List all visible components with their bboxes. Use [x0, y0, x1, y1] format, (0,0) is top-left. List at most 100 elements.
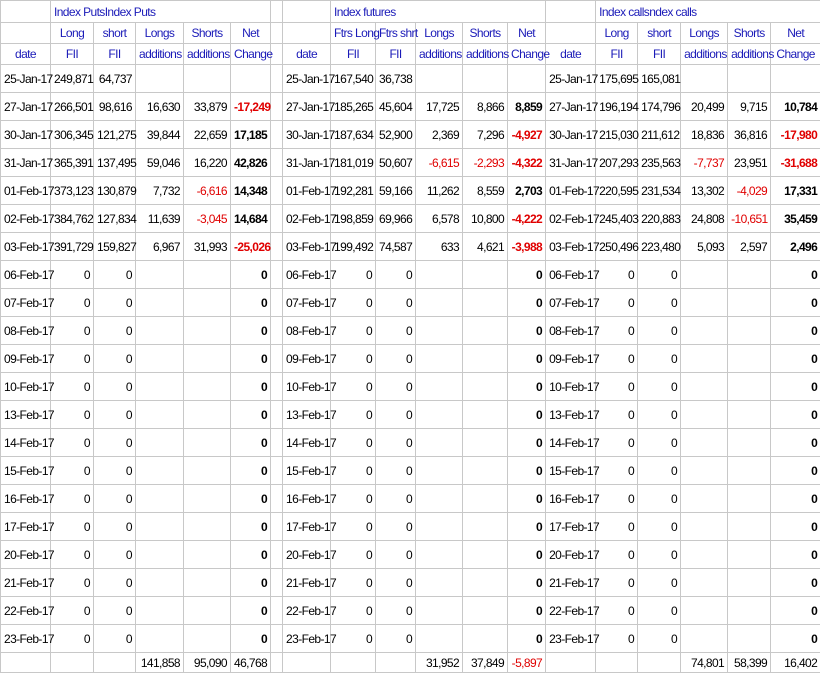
value-cell — [229, 64, 272, 93]
value-cell — [415, 260, 464, 289]
value-cell: 0 — [595, 344, 639, 373]
empty-cell — [545, 652, 597, 673]
spacer-cell — [270, 428, 284, 457]
value-cell: 0 — [770, 288, 820, 317]
date-cell: 01-Feb-17 — [0, 176, 55, 205]
value-cell: -3,988 — [507, 232, 547, 261]
column-header: additions — [183, 43, 231, 65]
value-cell: 0 — [375, 484, 417, 513]
value-cell: 0 — [229, 484, 272, 513]
value-cell — [680, 428, 729, 457]
date-cell: 09-Feb-17 — [282, 344, 337, 373]
value-cell — [415, 288, 464, 317]
date-cell: 16-Feb-17 — [545, 484, 600, 513]
spacer-cell — [270, 92, 284, 121]
value-cell: 2,369 — [415, 120, 464, 149]
value-cell: -17,980 — [770, 120, 820, 149]
value-cell: 0 — [50, 512, 94, 541]
empty-cell — [595, 652, 639, 673]
value-cell — [462, 540, 509, 569]
date-cell: 02-Feb-17 — [545, 204, 600, 233]
column-header: short — [93, 22, 136, 44]
value-cell: 0 — [375, 288, 417, 317]
value-cell: 0 — [330, 484, 377, 513]
date-cell: 02-Feb-17 — [282, 204, 337, 233]
value-cell — [135, 428, 184, 457]
date-cell: 10-Feb-17 — [0, 372, 55, 401]
value-cell: 0 — [50, 344, 94, 373]
value-cell — [415, 372, 464, 401]
value-cell: 4,621 — [462, 232, 509, 261]
column-header: additions — [415, 43, 464, 65]
spacer-cell — [270, 148, 284, 177]
value-cell: 0 — [770, 344, 820, 373]
value-cell: 0 — [507, 400, 547, 429]
value-cell: 0 — [375, 540, 417, 569]
value-cell: 373,123 — [50, 176, 94, 205]
date-cell: 14-Feb-17 — [282, 428, 337, 457]
value-cell — [183, 260, 231, 289]
value-cell: -31,688 — [770, 148, 820, 177]
value-cell: 0 — [50, 428, 94, 457]
value-cell — [415, 596, 464, 625]
value-cell: 0 — [770, 428, 820, 457]
date-cell: 09-Feb-17 — [0, 344, 55, 373]
value-cell — [462, 288, 509, 317]
value-cell — [135, 64, 184, 93]
table-row: 03-Feb-17 391,729 159,827 6,967 31,993 -25,02… — [0, 232, 820, 261]
table-row: 01-Feb-17 373,123 130,879 7,732 -6,616 14,348… — [0, 176, 820, 205]
value-cell: -4,222 — [507, 204, 547, 233]
value-cell — [183, 484, 231, 513]
value-cell: 0 — [93, 540, 136, 569]
date-cell: 03-Feb-17 — [282, 232, 337, 261]
value-cell: 0 — [330, 540, 377, 569]
value-cell — [135, 512, 184, 541]
value-cell: 7,296 — [462, 120, 509, 149]
date-cell: 10-Feb-17 — [282, 372, 337, 401]
table-row: 02-Feb-17 384,762 127,834 11,639 -3,045 14,68… — [0, 204, 820, 233]
value-cell: 18,836 — [680, 120, 729, 149]
column-header: additions — [462, 43, 509, 65]
empty-cell — [545, 0, 597, 23]
value-cell — [183, 372, 231, 401]
value-cell: 391,729 — [50, 232, 94, 261]
value-cell — [680, 512, 729, 541]
value-cell — [680, 540, 729, 569]
value-cell: 0 — [507, 372, 547, 401]
date-cell: 08-Feb-17 — [545, 316, 600, 345]
value-cell: -7,737 — [680, 148, 729, 177]
value-cell — [135, 568, 184, 597]
date-cell: 20-Feb-17 — [545, 540, 600, 569]
value-cell — [415, 484, 464, 513]
value-cell — [462, 400, 509, 429]
value-cell: -17,249 — [229, 92, 271, 121]
value-cell: 384,762 — [50, 204, 94, 233]
date-cell: 03-Feb-17 — [0, 232, 55, 261]
value-cell: 0 — [507, 428, 547, 457]
column-header: FII — [375, 43, 417, 65]
value-cell: 0 — [595, 596, 639, 625]
value-cell: 220,595 — [595, 176, 639, 205]
value-cell: 159,827 — [93, 232, 137, 261]
date-cell: 23-Feb-17 — [0, 624, 55, 653]
value-cell: 211,612 — [637, 120, 682, 149]
date-cell: 02-Feb-17 — [0, 204, 55, 233]
table-row: 20-Feb-17 0 0 0 20-Feb-17 0 0 0 20-Feb-17 0 0 0 — [0, 540, 820, 569]
value-cell: 0 — [595, 484, 639, 513]
value-cell: 0 — [50, 624, 94, 653]
value-cell: 215,030 — [595, 120, 639, 149]
value-cell: 235,563 — [637, 148, 682, 177]
value-cell: -2,293 — [462, 148, 509, 177]
date-cell: 22-Feb-17 — [545, 596, 600, 625]
value-cell: -10,651 — [727, 204, 772, 233]
value-cell: 0 — [507, 260, 547, 289]
block-title: Index PutsIndex Puts — [49, 0, 271, 23]
table-row: 07-Feb-17 0 0 0 07-Feb-17 0 0 0 07-Feb-17 0 0 0 — [0, 288, 820, 317]
value-cell — [462, 260, 509, 289]
value-cell: 0 — [770, 540, 820, 569]
value-cell: 0 — [375, 372, 417, 401]
value-cell: 2,496 — [770, 232, 820, 261]
value-cell: 0 — [50, 484, 94, 513]
